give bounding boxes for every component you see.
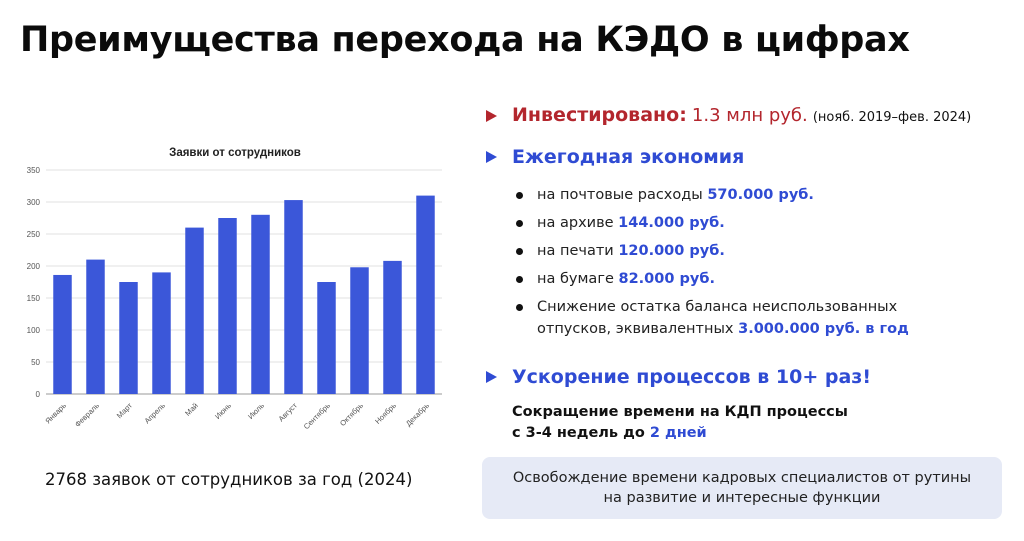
- chart-title: Заявки от сотрудников: [169, 147, 301, 159]
- x-tick-label: Август: [277, 401, 300, 424]
- x-tick-label: Июнь: [213, 401, 233, 421]
- x-tick-label: Февраль: [73, 401, 101, 429]
- y-tick-label: 100: [27, 326, 41, 335]
- y-tick-label: 250: [27, 230, 41, 239]
- triangle-bullet-icon: [486, 110, 497, 122]
- bar-Июль: [251, 214, 270, 394]
- x-tick-label: Сентябрь: [302, 401, 332, 431]
- x-tick-label: Июль: [246, 401, 266, 421]
- chart-caption: 2768 заявок от сотрудников за год (2024): [45, 470, 413, 489]
- savings-item-text: на бумаге: [537, 271, 619, 287]
- x-tick-label: Март: [115, 401, 134, 420]
- investment-label: Инвестировано:: [512, 104, 687, 126]
- list-item: Снижение остатка баланса неиспользованны…: [512, 296, 1012, 340]
- y-tick-label: 200: [27, 262, 41, 271]
- bar-Июнь: [218, 218, 237, 394]
- acceleration-heading: Ускорение процессов в 10+ раз!: [512, 366, 871, 388]
- requests-chart: Заявки от сотрудников 0 50 100 150 200 250 300…: [20, 140, 450, 440]
- y-tick-label: 0: [36, 390, 41, 399]
- bar-Март: [119, 282, 138, 394]
- y-tick-label: 150: [27, 294, 41, 303]
- list-item: на архиве 144.000 руб.: [512, 212, 1012, 234]
- bar-Ноябрь: [383, 260, 402, 394]
- page-title: Преимущества перехода на КЭДО в цифрах: [20, 20, 910, 60]
- bar-Апрель: [152, 272, 171, 394]
- bar-Октябрь: [350, 267, 369, 394]
- x-tick-label: Декабрь: [404, 401, 431, 428]
- y-tick-label: 300: [27, 198, 41, 207]
- vacation-value: 3.000.000 руб. в год: [738, 321, 909, 337]
- bar-Май: [185, 227, 204, 394]
- vacation-line2: отпусков, эквивалентных: [537, 321, 739, 337]
- triangle-bullet-icon: [486, 151, 497, 163]
- x-tick-label: Январь: [43, 401, 68, 426]
- investment-line: Инвестировано: 1.3 млн руб. (нояб. 2019–…: [512, 104, 971, 126]
- savings-list: на почтовые расходы 570.000 руб. на архи…: [512, 184, 1012, 346]
- bar-Сентябрь: [317, 282, 336, 394]
- y-tick-label: 350: [27, 166, 41, 175]
- bar-Август: [284, 200, 303, 394]
- list-item: на бумаге 82.000 руб.: [512, 268, 1012, 290]
- bar-Февраль: [86, 259, 105, 394]
- investment-amount: 1.3 млн руб.: [691, 105, 808, 126]
- savings-item-value: 120.000 руб.: [618, 243, 725, 259]
- kdp-value: 2 дней: [649, 425, 707, 441]
- savings-heading: Ежегодная экономия: [512, 146, 745, 168]
- savings-item-text: на архиве: [537, 215, 619, 231]
- bar-Декабрь: [416, 195, 435, 394]
- note-box: Освобождение времени кадровых специалист…: [482, 457, 1002, 519]
- x-tick-label: Ноябрь: [373, 401, 398, 426]
- x-tick-label: Апрель: [143, 401, 167, 425]
- vacation-line1: Снижение остатка баланса неиспользованны…: [537, 299, 898, 315]
- savings-item-value: 82.000 руб.: [618, 271, 715, 287]
- savings-item-text: на печати: [537, 243, 619, 259]
- bullet-dot-icon: [516, 304, 523, 311]
- bullet-dot-icon: [516, 276, 523, 283]
- x-tick-label: Май: [183, 401, 200, 418]
- list-item: на печати 120.000 руб.: [512, 240, 1012, 262]
- bar-Январь: [53, 274, 72, 394]
- bullet-dot-icon: [516, 220, 523, 227]
- triangle-bullet-icon: [486, 371, 497, 383]
- savings-item-text: на почтовые расходы: [537, 187, 708, 203]
- investment-period: (нояб. 2019–фев. 2024): [812, 110, 972, 125]
- savings-item-value: 570.000 руб.: [707, 187, 814, 203]
- bullet-dot-icon: [516, 248, 523, 255]
- savings-item-value: 144.000 руб.: [618, 215, 725, 231]
- requests-chart-svg: Заявки от сотрудников 0 50 100 150 200 250 300…: [27, 147, 442, 431]
- bullet-dot-icon: [516, 192, 523, 199]
- y-tick-label: 50: [31, 358, 40, 367]
- list-item: на почтовые расходы 570.000 руб.: [512, 184, 1012, 206]
- kdp-text: Сокращение времени на КДП процессы с 3-4…: [512, 402, 848, 444]
- x-tick-label: Октябрь: [338, 401, 365, 428]
- kdp-line1: Сокращение времени на КДП процессы: [512, 404, 848, 420]
- kdp-line2: с 3-4 недель до: [512, 425, 650, 441]
